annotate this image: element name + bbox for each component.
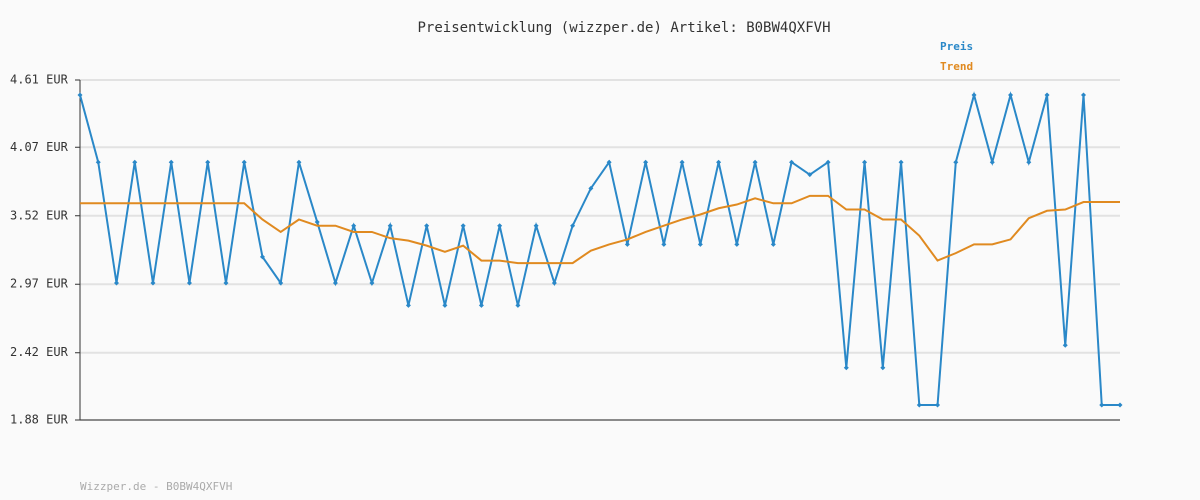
point <box>843 365 849 371</box>
point <box>971 92 977 98</box>
point <box>679 159 685 165</box>
y-tick-label: 2.42 EUR <box>10 345 69 359</box>
point <box>278 280 284 286</box>
point <box>424 223 430 229</box>
point <box>168 159 174 165</box>
point <box>1099 402 1105 408</box>
point <box>916 402 922 408</box>
point <box>332 280 338 286</box>
legend-entry: Preis <box>940 40 973 53</box>
point <box>77 92 83 98</box>
point <box>351 223 357 229</box>
point <box>1117 402 1123 408</box>
point <box>478 302 484 308</box>
point <box>716 159 722 165</box>
point <box>405 302 411 308</box>
point <box>314 219 320 225</box>
point <box>515 302 521 308</box>
point <box>132 159 138 165</box>
point <box>1062 342 1068 348</box>
point <box>113 280 119 286</box>
point <box>752 159 758 165</box>
point <box>862 159 868 165</box>
point <box>95 159 101 165</box>
point <box>241 159 247 165</box>
point <box>460 223 466 229</box>
point <box>259 254 265 260</box>
point <box>989 159 995 165</box>
point <box>588 185 594 191</box>
point <box>442 302 448 308</box>
legend-entry: Trend <box>940 60 973 73</box>
point <box>697 241 703 247</box>
y-tick-label: 4.61 EUR <box>10 73 69 87</box>
point <box>369 280 375 286</box>
point <box>643 159 649 165</box>
point <box>606 159 612 165</box>
point <box>661 241 667 247</box>
point <box>533 223 539 229</box>
point <box>770 241 776 247</box>
point <box>1026 159 1032 165</box>
point <box>898 159 904 165</box>
point <box>551 280 557 286</box>
point <box>734 241 740 247</box>
point <box>807 172 813 178</box>
point <box>1008 92 1014 98</box>
point <box>1044 92 1050 98</box>
point <box>497 223 503 229</box>
point <box>953 159 959 165</box>
point <box>387 223 393 229</box>
chart-title: Preisentwicklung (wizzper.de) Artikel: B… <box>417 20 830 36</box>
y-tick-label: 2.97 EUR <box>10 277 69 291</box>
point <box>935 402 941 408</box>
y-tick-label: 1.88 EUR <box>10 413 69 427</box>
series-line <box>80 194 1120 265</box>
point <box>296 159 302 165</box>
y-tick-label: 4.07 EUR <box>10 140 69 154</box>
point <box>1081 92 1087 98</box>
point <box>789 159 795 165</box>
point <box>624 241 630 247</box>
point <box>150 280 156 286</box>
point <box>186 280 192 286</box>
point <box>880 365 886 371</box>
point <box>570 223 576 229</box>
series-line <box>79 91 1120 407</box>
point <box>223 280 229 286</box>
point <box>205 159 211 165</box>
y-tick-label: 3.52 EUR <box>10 208 69 222</box>
point <box>825 159 831 165</box>
footer: Wizzper.de - B0BW4QXFVH <box>80 480 232 493</box>
